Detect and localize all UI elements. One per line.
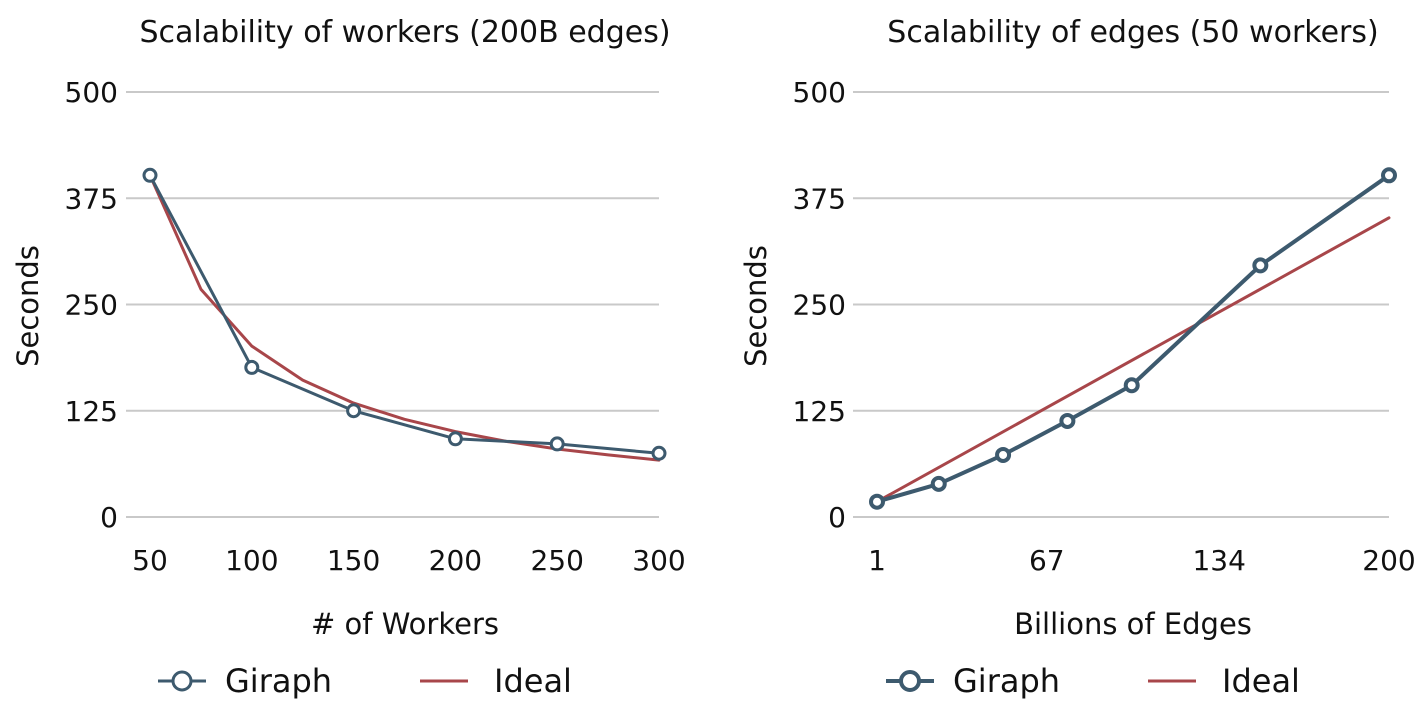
chart-title: Scalability of workers (200B edges) <box>139 15 670 50</box>
legend-marker-giraph <box>899 670 921 692</box>
y-tick-label: 250 <box>65 289 118 322</box>
y-tick-label: 125 <box>793 395 846 428</box>
series-line-ideal <box>875 216 1391 504</box>
legend-marker-giraph <box>171 670 193 692</box>
x-tick-label: 100 <box>225 544 278 577</box>
data-point-giraph <box>1252 257 1269 274</box>
y-tick-label: 500 <box>793 76 846 109</box>
y-tick-label: 375 <box>65 182 118 215</box>
y-tick-label: 125 <box>65 395 118 428</box>
legend-label-ideal: Ideal <box>1222 662 1300 700</box>
data-point-giraph <box>447 431 463 447</box>
series-line-giraph <box>875 173 1391 504</box>
legend: Giraph Ideal <box>158 662 572 700</box>
x-tick-label: 150 <box>327 544 380 577</box>
y-axis-label: Seconds <box>739 245 773 367</box>
x-tick-label: 250 <box>530 544 583 577</box>
x-tick-label: 1 <box>868 544 886 577</box>
y-tick-label: 0 <box>828 501 846 534</box>
data-point-giraph <box>346 403 362 419</box>
data-point-giraph <box>142 167 158 183</box>
x-tick-label: 67 <box>1029 544 1065 577</box>
grid <box>853 91 1389 518</box>
data-point-giraph <box>1381 167 1397 184</box>
data-point-giraph <box>549 436 565 452</box>
data-point-giraph <box>651 445 667 461</box>
x-axis-label: Billions of Edges <box>1014 607 1252 641</box>
series-ideal <box>148 173 661 462</box>
chart-edges-scalability: Scalability of edges (50 workers) Second… <box>739 15 1416 700</box>
data-point-giraph <box>869 493 885 510</box>
chart-title: Scalability of edges (50 workers) <box>887 15 1378 50</box>
series-ideal <box>875 216 1391 504</box>
y-tick-label: 0 <box>100 501 118 534</box>
legend-label-ideal: Ideal <box>494 662 572 700</box>
x-axis-label: # of Workers <box>311 607 499 641</box>
y-tick-label: 500 <box>65 76 118 109</box>
y-axis-label: Seconds <box>11 245 45 367</box>
series-giraph <box>869 167 1397 510</box>
data-point-giraph <box>1059 412 1076 429</box>
data-point-giraph <box>930 475 947 492</box>
y-tick-label: 250 <box>793 289 846 322</box>
x-tick-label: 134 <box>1192 544 1245 577</box>
legend: Giraph Ideal <box>886 662 1300 700</box>
x-tick-label: 200 <box>429 544 482 577</box>
legend-label-giraph: Giraph <box>953 662 1060 700</box>
series-giraph <box>142 167 667 461</box>
data-point-giraph <box>995 446 1012 463</box>
x-tick-label: 50 <box>132 544 168 577</box>
series-line-ideal <box>148 173 661 462</box>
y-tick-label: 375 <box>793 182 846 215</box>
series-line-giraph <box>148 173 661 455</box>
legend-label-giraph: Giraph <box>225 662 332 700</box>
x-tick-label: 300 <box>632 544 685 577</box>
grid <box>126 91 659 518</box>
data-point-giraph <box>244 359 260 375</box>
chart-workers-scalability: Scalability of workers (200B edges) Seco… <box>11 15 686 700</box>
x-tick-label: 200 <box>1362 544 1415 577</box>
data-point-giraph <box>1123 377 1140 394</box>
